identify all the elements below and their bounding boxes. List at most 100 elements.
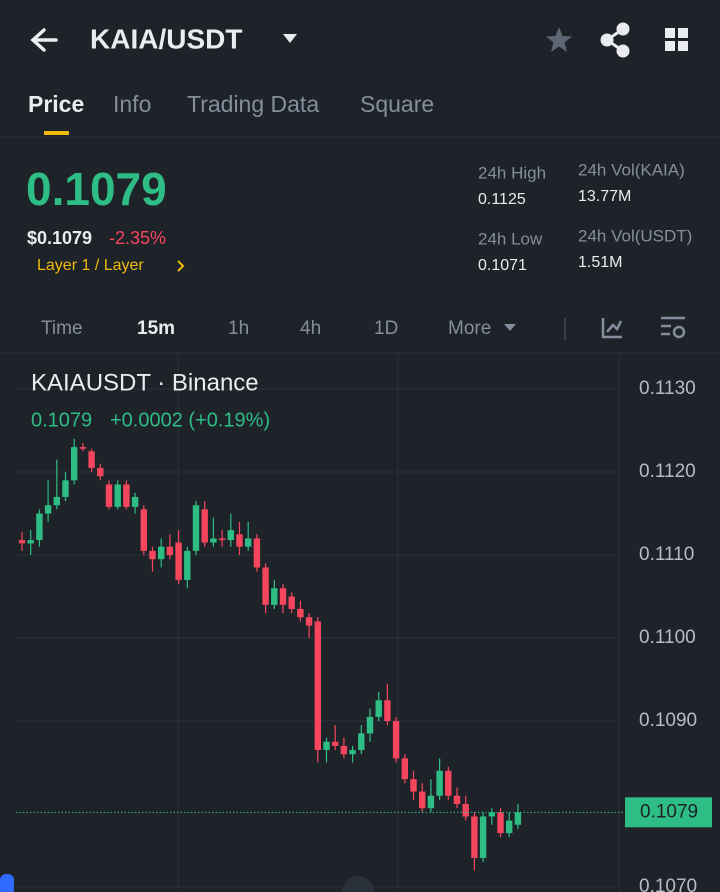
candle-body (105, 484, 113, 507)
tab[interactable]: Square (360, 91, 434, 117)
candle-body (375, 700, 382, 717)
candle-body (436, 770, 443, 796)
candle-body (175, 542, 182, 580)
candle-body (227, 530, 234, 541)
candle-body (253, 538, 261, 568)
candle-body (314, 621, 321, 751)
y-tick-label: 0.1100 (639, 627, 696, 648)
sector-tag[interactable]: Layer 1 / Layer (37, 257, 144, 274)
chart-title: KAIAUSDT · Binance (31, 369, 259, 396)
y-tick-label: 0.1090 (639, 710, 697, 731)
candle-body (471, 816, 478, 858)
last-price: 0.1079 (26, 163, 167, 215)
interval[interactable]: 1h (228, 318, 249, 339)
candle-body (445, 770, 452, 796)
candle-body (514, 812, 522, 825)
last-price-box (625, 797, 712, 828)
last-price-label: 0.1079 (640, 801, 698, 822)
y-tick-label: 0.1120 (639, 461, 696, 482)
scroll-handle[interactable] (0, 874, 14, 892)
usd-price: $0.1079 (27, 228, 92, 248)
candle-body (332, 741, 339, 746)
interval[interactable]: More (448, 318, 491, 339)
candle-body (201, 509, 208, 543)
candle-body (488, 812, 495, 817)
price-change: -2.35% (109, 228, 166, 248)
share-icon[interactable] (600, 22, 630, 58)
more-dropdown[interactable] (504, 324, 516, 331)
favorite-star[interactable] (546, 27, 572, 52)
candle-body (419, 791, 426, 809)
candle-body (88, 451, 95, 468)
stat-label: 24h Low (478, 229, 543, 248)
candle-body (123, 484, 130, 507)
tab[interactable]: Info (113, 91, 151, 117)
candle-body (479, 816, 487, 858)
candle-body (358, 733, 365, 751)
time-grid (177, 355, 620, 892)
candle-body (236, 534, 243, 547)
candle-body (97, 467, 104, 477)
candle-body (506, 820, 513, 834)
candle-body (140, 509, 147, 551)
interval[interactable]: 15m (137, 318, 175, 339)
candle-body (62, 480, 69, 497)
candle-body (410, 779, 417, 792)
candle-body (323, 741, 330, 751)
stat-value: 0.1071 (478, 257, 527, 274)
candle-body (340, 745, 348, 755)
stat-label: 24h High (478, 163, 546, 182)
candle-body (158, 546, 165, 560)
candle-body (366, 716, 374, 734)
y-tick-label: 0.1070 (639, 876, 697, 892)
candle-body (288, 596, 295, 609)
sector-chevron[interactable] (177, 260, 185, 272)
candle-body (166, 546, 174, 556)
candle-body (279, 588, 287, 605)
chart-settings-icon[interactable] (661, 316, 686, 339)
candle-body (192, 505, 200, 551)
candle-body (453, 795, 461, 805)
candle-body (18, 540, 26, 544)
stat-value: 13.77M (578, 188, 631, 205)
candle-body (392, 721, 400, 759)
candle-body (27, 540, 34, 544)
stat-label: 24h Vol(USDT) (578, 226, 692, 245)
grid-menu[interactable] (665, 28, 688, 51)
candle-body (427, 795, 435, 809)
stat-value: 1.51M (578, 254, 622, 271)
candle-body (349, 750, 356, 755)
candle-body (71, 447, 78, 481)
candle-body (305, 617, 313, 626)
candle-body (401, 758, 408, 780)
candle-body (271, 588, 278, 605)
candle-body (297, 608, 304, 618)
interval[interactable]: 1D (374, 318, 398, 339)
candle-body (44, 505, 52, 514)
candle-body (114, 484, 121, 507)
tab[interactable]: Price (28, 91, 84, 117)
candle-body (184, 550, 191, 580)
stat-value: 0.1125 (478, 191, 526, 208)
candle-body (210, 538, 217, 543)
y-tick-label: 0.1130 (639, 378, 696, 399)
candle-body (36, 513, 43, 541)
indicator-icon[interactable] (601, 318, 623, 339)
interval[interactable]: 4h (300, 318, 321, 339)
pair-dropdown[interactable] (283, 34, 297, 43)
candle-body (79, 447, 87, 449)
y-tick-label: 0.1110 (639, 544, 694, 565)
tab[interactable]: Trading Data (187, 91, 319, 117)
candle-body (462, 804, 469, 817)
back-button[interactable] (30, 28, 58, 52)
candle-body (131, 496, 139, 507)
pair-title[interactable]: KAIA/USDT (90, 23, 242, 54)
candle-body (262, 567, 269, 605)
legend-change: +0.0002 (+0.19%) (110, 409, 270, 431)
interval[interactable]: Time (41, 318, 83, 339)
reset-button[interactable] (342, 876, 374, 892)
legend-close: 0.1079 (31, 409, 92, 431)
candle-body (497, 812, 504, 834)
stat-label: 24h Vol(KAIA) (578, 160, 685, 179)
